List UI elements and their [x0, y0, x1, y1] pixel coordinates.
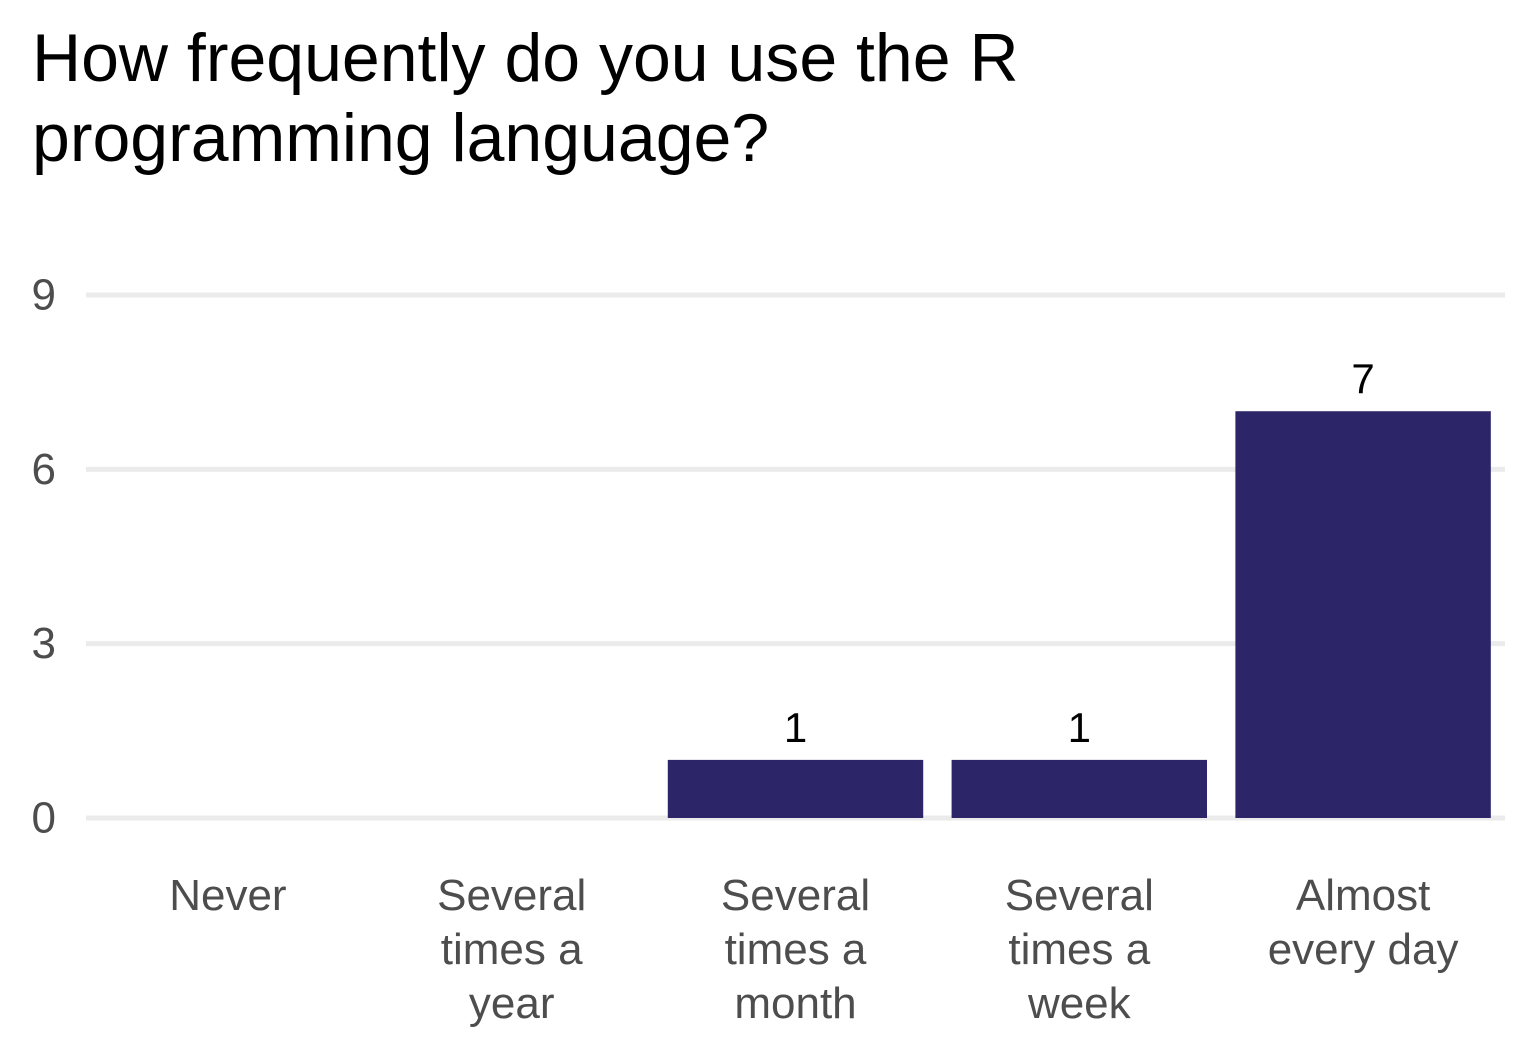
x-tick-label-4-line-0: Almost	[1296, 871, 1430, 920]
bar-2	[667, 759, 924, 818]
bar-4	[1235, 411, 1491, 818]
x-tick-label-0: Never	[169, 871, 286, 920]
y-tick-label-9: 9	[32, 271, 56, 320]
x-tick-label-1-line-2: year	[469, 979, 555, 1028]
bars	[667, 411, 1491, 818]
x-tick-label-1-line-0: Several	[437, 871, 586, 920]
x-tick-label-3-line-2: week	[1027, 979, 1132, 1028]
bar-3	[951, 759, 1208, 818]
bar-value-label-4: 7	[1351, 355, 1374, 402]
x-tick-label-2-line-0: Several	[721, 871, 870, 920]
bar-value-label-3: 1	[1068, 704, 1091, 751]
y-axis-tick-labels: 0 3 6 9	[32, 271, 56, 843]
bar-value-label-2: 1	[784, 704, 807, 751]
x-tick-label-0-line-0: Never	[169, 871, 286, 920]
y-tick-label-6: 6	[32, 445, 56, 494]
chart-title-line-2: programming language?	[32, 100, 770, 176]
x-tick-label-4-line-1: every day	[1268, 925, 1459, 974]
x-tick-label-3-line-1: times a	[1008, 925, 1150, 974]
x-tick-label-3-line-0: Several	[1005, 871, 1154, 920]
x-tick-label-1: Several times a year	[437, 871, 586, 1028]
y-tick-label-3: 3	[32, 619, 56, 668]
x-tick-label-1-line-1: times a	[441, 925, 583, 974]
x-tick-label-2-line-2: month	[734, 979, 856, 1028]
chart-title-line-1: How frequently do you use the R	[32, 20, 1019, 96]
x-tick-label-2: Several times a month	[721, 871, 870, 1028]
x-tick-label-2-line-1: times a	[725, 925, 867, 974]
bar-value-labels: 1 1 7	[784, 355, 1375, 751]
x-tick-label-3: Several times a week	[1005, 871, 1154, 1028]
y-tick-label-0: 0	[32, 794, 56, 843]
x-tick-label-4: Almost every day	[1268, 871, 1459, 974]
chart-title: How frequently do you use the R programm…	[32, 18, 1232, 178]
x-axis-tick-labels: Never Several times a year Several times a mon…	[169, 871, 1458, 1028]
